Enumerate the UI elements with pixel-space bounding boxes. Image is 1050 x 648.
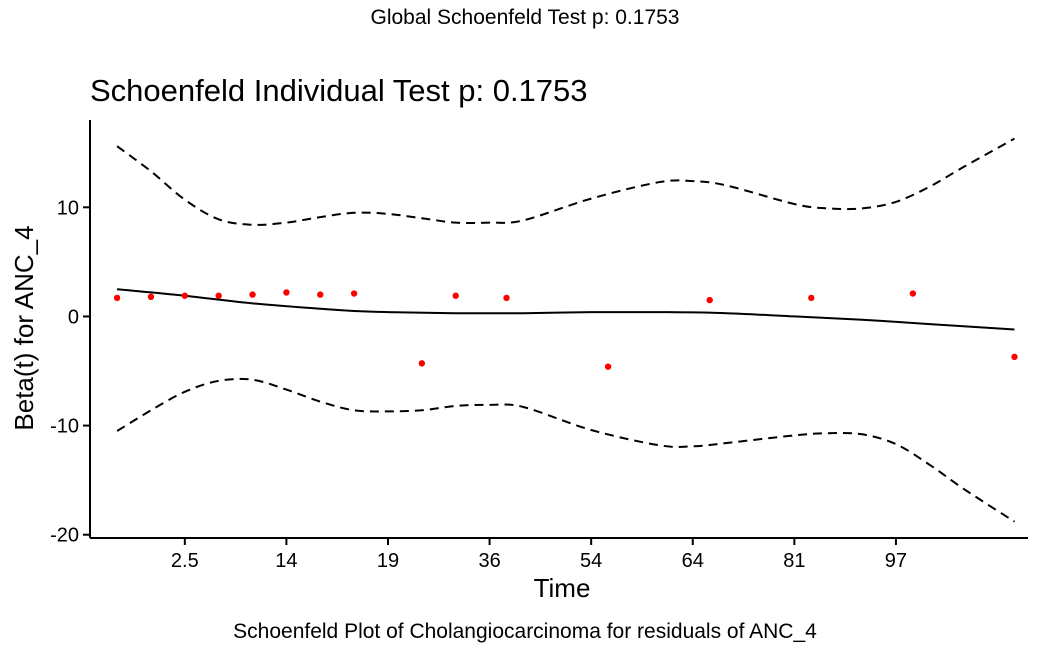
residual-point	[418, 360, 426, 367]
x-tick-label: 64	[682, 550, 704, 572]
residual-point	[452, 292, 459, 299]
residual-point	[706, 296, 713, 304]
x-tick-label: 54	[580, 550, 602, 572]
residual-point	[909, 290, 917, 297]
x-tick-label: 14	[275, 550, 297, 572]
x-tick-label: 2.5	[171, 550, 199, 572]
x-tick-label: 81	[783, 550, 805, 572]
x-ticks: 2.5 14 19 36 54 64 81 97	[171, 538, 907, 572]
x-axis-title: Time	[534, 573, 591, 603]
residual-point	[503, 294, 510, 302]
residual-point	[604, 363, 612, 370]
residual-point	[249, 291, 256, 298]
residual-point	[1011, 353, 1018, 361]
y-tick-label: -10	[50, 416, 79, 438]
series-line-lower	[116, 377, 1016, 523]
residual-point	[350, 290, 358, 297]
y-tick-label: -20	[50, 525, 79, 547]
residual-point	[147, 293, 155, 301]
residual-point	[808, 294, 815, 302]
series-lines	[116, 137, 1016, 523]
y-axis-title: Beta(t) for ANC_4	[9, 225, 39, 430]
residual-point	[181, 292, 189, 299]
y-tick-label: 0	[68, 306, 79, 328]
caption: Schoenfeld Plot of Cholangiocarcinoma fo…	[233, 620, 817, 643]
super-title: Global Schoenfeld Test p: 0.1753	[370, 6, 680, 29]
residual-point	[113, 294, 121, 302]
residual-point	[283, 289, 290, 296]
residual-point	[215, 292, 222, 299]
series-line-fit	[117, 288, 1015, 331]
residual-point	[317, 291, 324, 298]
x-tick-label: 97	[885, 550, 907, 572]
y-ticks: -20 -10 0 10	[50, 197, 90, 547]
residual-points	[113, 289, 1018, 370]
plot-title: Schoenfeld Individual Test p: 0.1753	[90, 73, 588, 108]
axes	[89, 120, 1028, 539]
x-tick-label: 36	[478, 550, 500, 572]
y-tick-label: 10	[57, 197, 79, 219]
x-tick-label: 19	[377, 550, 399, 572]
series-line-upper	[116, 137, 1015, 226]
